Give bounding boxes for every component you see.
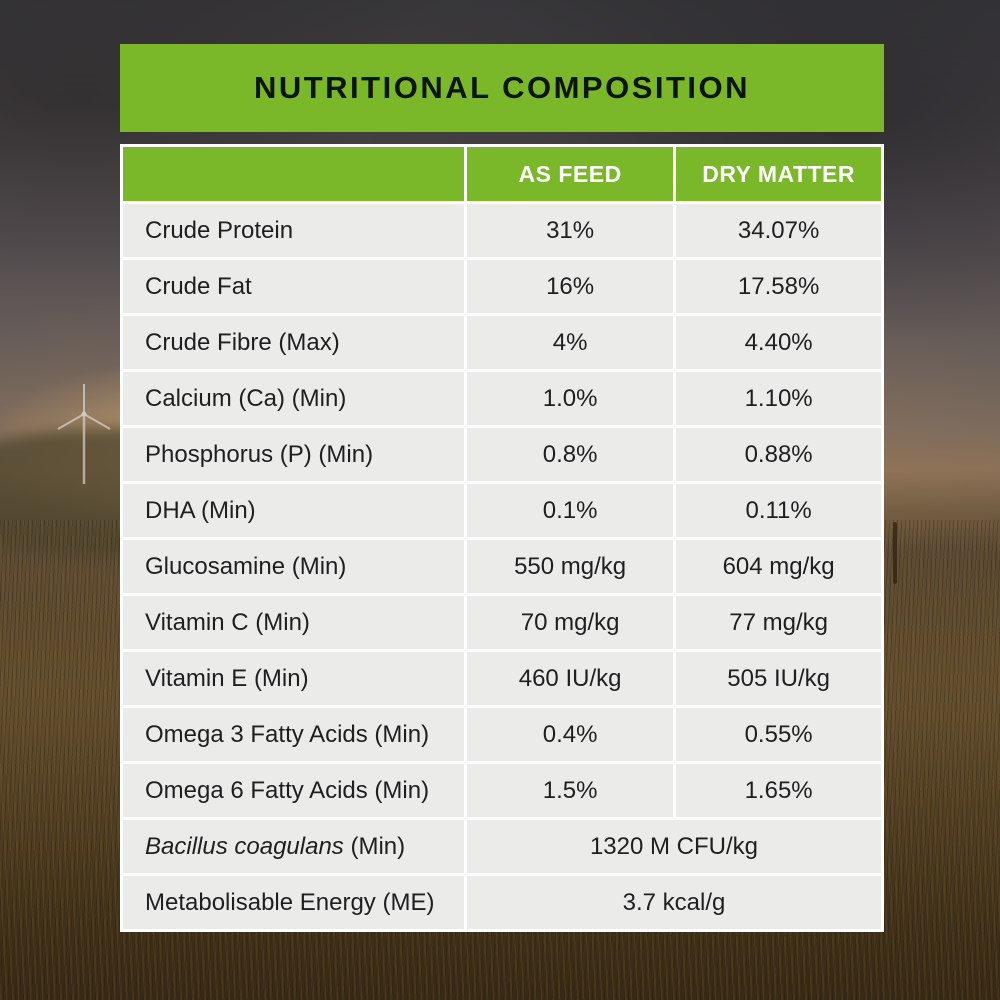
header-dry-matter: DRY MATTER [673,144,884,204]
nutrition-table: AS FEED DRY MATTER Crude Protein 31% 34.07… [120,144,885,932]
table-row: Glucosamine (Min) 550 mg/kg 604 mg/kg [120,537,884,596]
nutrient-label: Calcium (Ca) (Min) [120,369,467,428]
as-feed-value: 0.4% [463,705,677,764]
nutrient-label: Omega 6 Fatty Acids (Min) [120,761,467,820]
nutrient-label: Glucosamine (Min) [120,537,467,596]
table-row: Vitamin C (Min) 70 mg/kg 77 mg/kg [120,593,884,652]
as-feed-value: 70 mg/kg [463,593,677,652]
table-row: Omega 3 Fatty Acids (Min) 0.4% 0.55% [120,705,884,764]
nutrient-label: Crude Fat [120,257,467,316]
header-row: AS FEED DRY MATTER [120,144,884,204]
dry-matter-value: 0.55% [673,705,884,764]
dry-matter-value: 77 mg/kg [673,593,884,652]
nutrient-label: Phosphorus (P) (Min) [120,425,467,484]
as-feed-value: 1.5% [463,761,677,820]
as-feed-value: 460 IU/kg [463,649,677,708]
nutrient-label: Omega 3 Fatty Acids (Min) [120,705,467,764]
dry-matter-value: 34.07% [673,201,884,260]
panel-title-bar: NUTRITIONAL COMPOSITION [120,44,884,132]
merged-value: 3.7 kcal/g [463,873,885,932]
dry-matter-value: 0.11% [673,481,884,540]
table-row: Crude Fat 16% 17.58% [120,257,884,316]
dry-matter-value: 604 mg/kg [673,537,884,596]
table-row: Bacillus coagulans (Min) 1320 M CFU/kg [120,817,885,876]
table-row: Crude Fibre (Max) 4% 4.40% [120,313,884,372]
as-feed-value: 0.1% [463,481,677,540]
dry-matter-value: 1.10% [673,369,884,428]
as-feed-value: 0.8% [463,425,677,484]
table-row: Calcium (Ca) (Min) 1.0% 1.10% [120,369,884,428]
as-feed-value: 4% [463,313,677,372]
table-row: Phosphorus (P) (Min) 0.8% 0.88% [120,425,884,484]
table-row: Crude Protein 31% 34.07% [120,201,884,260]
table-row: Omega 6 Fatty Acids (Min) 1.5% 1.65% [120,761,884,820]
fence-post [893,522,897,584]
nutrition-panel: NUTRITIONAL COMPOSITION AS FEED DRY MATT… [120,44,885,932]
table-row: Vitamin E (Min) 460 IU/kg 505 IU/kg [120,649,884,708]
header-nutrient [120,144,467,204]
wind-turbine-icon [57,384,111,484]
nutrient-label: Bacillus coagulans (Min) [120,817,467,876]
dry-matter-value: 4.40% [673,313,884,372]
table-body: Crude Protein 31% 34.07% Crude Fat 16% 17.58%… [120,201,885,932]
nutrient-label: Vitamin E (Min) [120,649,467,708]
dry-matter-value: 505 IU/kg [673,649,884,708]
dry-matter-value: 17.58% [673,257,884,316]
nutrient-label: Crude Protein [120,201,467,260]
as-feed-value: 31% [463,201,677,260]
panel-title: NUTRITIONAL COMPOSITION [253,70,751,105]
header-as-feed: AS FEED [463,144,677,204]
nutrient-label: Crude Fibre (Max) [120,313,467,372]
nutrient-label: DHA (Min) [120,481,467,540]
table-row: DHA (Min) 0.1% 0.11% [120,481,884,540]
as-feed-value: 16% [463,257,677,316]
nutrient-label: Metabolisable Energy (ME) [120,873,467,932]
dry-matter-value: 1.65% [673,761,884,820]
nutrient-label: Vitamin C (Min) [120,593,467,652]
as-feed-value: 550 mg/kg [463,537,677,596]
dry-matter-value: 0.88% [673,425,884,484]
table-row: Metabolisable Energy (ME) 3.7 kcal/g [120,873,885,932]
as-feed-value: 1.0% [463,369,677,428]
merged-value: 1320 M CFU/kg [463,817,885,876]
